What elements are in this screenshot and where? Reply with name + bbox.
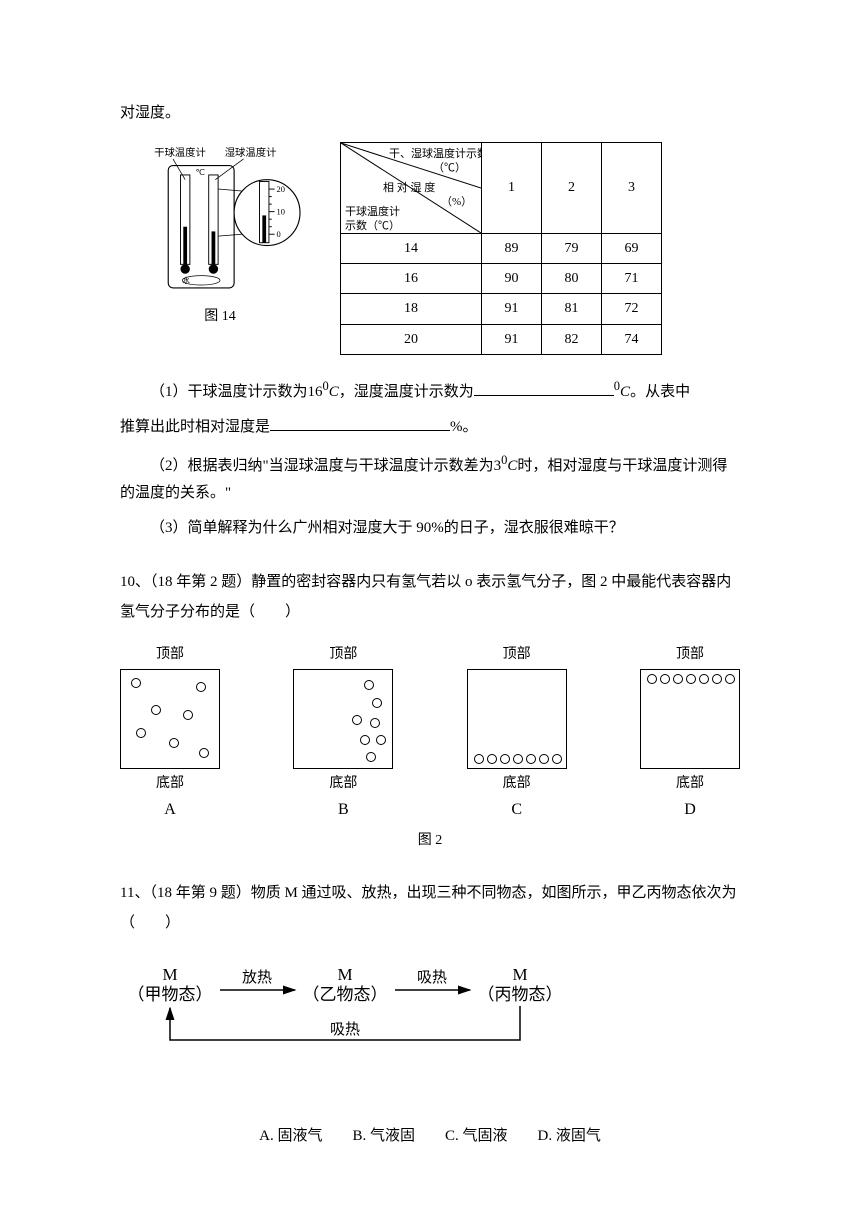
svg-text:M: M [512,965,527,984]
q1-part2: 推算出此时相对湿度是%。 [120,414,740,441]
svg-text:（甲物态）: （甲物态） [128,985,213,1004]
svg-text:吸热: 吸热 [417,969,447,986]
thermometer-svg: 干球温度计 湿球温度计 水 ℃ 20 10 [120,142,320,302]
svg-text:20: 20 [276,184,284,194]
thermometer-figure: 干球温度计 湿球温度计 水 ℃ 20 10 [120,142,320,329]
option-c: 顶部 底部 C [467,642,567,825]
q11-text: 11、（18 年第 9 题）物质 M 通过吸、放热，出现三种不同物态，如图所示，… [120,878,740,938]
option-a: 顶部 底部 A [120,642,220,825]
q1-part1: （1）干球温度计示数为160C，湿度温度计示数为0C。从表中 [120,375,740,406]
svg-text:（%）: （%） [441,195,472,208]
q3-text: （3）简单解释为什么广州相对湿度大于 90%的日子，湿衣服很难晾干？ [120,515,740,542]
opt-d: D. 液固气 [538,1123,601,1150]
svg-text:吸热: 吸热 [330,1021,360,1038]
q10-text: 10、（18 年第 2 题）静置的密封容器内只有氢气若以 o 表示氢气分子，图 … [120,567,740,627]
svg-text:℃: ℃ [196,167,206,177]
figure-caption: 图 14 [204,304,236,329]
opt-b: B. 气液固 [352,1123,415,1150]
opt-c: C. 气固液 [445,1123,508,1150]
svg-text:水: 水 [182,275,190,285]
intro-text: 对湿度。 [120,100,740,127]
humidity-table: 干、湿球温度计示数差 （℃） 相 对 湿 度 （%） 干球温度计 示数（℃） 1… [340,142,662,355]
figure-table-row: 干球温度计 湿球温度计 水 ℃ 20 10 [120,142,740,355]
svg-text:放热: 放热 [242,969,272,986]
flow-diagram: M （甲物态） M （乙物态） M （丙物态） 放热 吸热 吸热 [120,958,580,1068]
opt-a: A. 固液气 [259,1123,322,1150]
svg-text:湿球温度计: 湿球温度计 [225,146,277,159]
fig2-label: 图 2 [120,828,740,853]
svg-text:干、湿球温度计示数差: 干、湿球温度计示数差 [389,146,481,160]
svg-text:（℃）: （℃） [433,161,466,174]
svg-text:干球温度计: 干球温度计 [154,146,206,159]
question-10: 10、（18 年第 2 题）静置的密封容器内只有氢气若以 o 表示氢气分子，图 … [120,567,740,853]
q11-options: A. 固液气 B. 气液固 C. 气固液 D. 液固气 [120,1123,740,1150]
svg-text:（乙物态）: （乙物态） [303,985,388,1004]
option-b: 顶部 底部 B [293,642,393,825]
question-11: 11、（18 年第 9 题）物质 M 通过吸、放热，出现三种不同物态，如图所示，… [120,878,740,1150]
svg-text:干球温度计: 干球温度计 [345,204,400,218]
q2-text: （2）根据表归纳"当湿球温度与干球温度计示数差为30C时，相对湿度与干球温度计测… [120,449,740,507]
svg-text:0: 0 [276,229,280,239]
option-d: 顶部 底部 D [640,642,740,825]
svg-text:M: M [162,965,177,984]
svg-text:相 对 湿 度: 相 对 湿 度 [383,180,435,194]
svg-text:M: M [337,965,352,984]
svg-text:10: 10 [276,206,284,216]
svg-text:（丙物态）: （丙物态） [478,985,563,1004]
svg-text:示数（℃）: 示数（℃） [345,219,400,232]
